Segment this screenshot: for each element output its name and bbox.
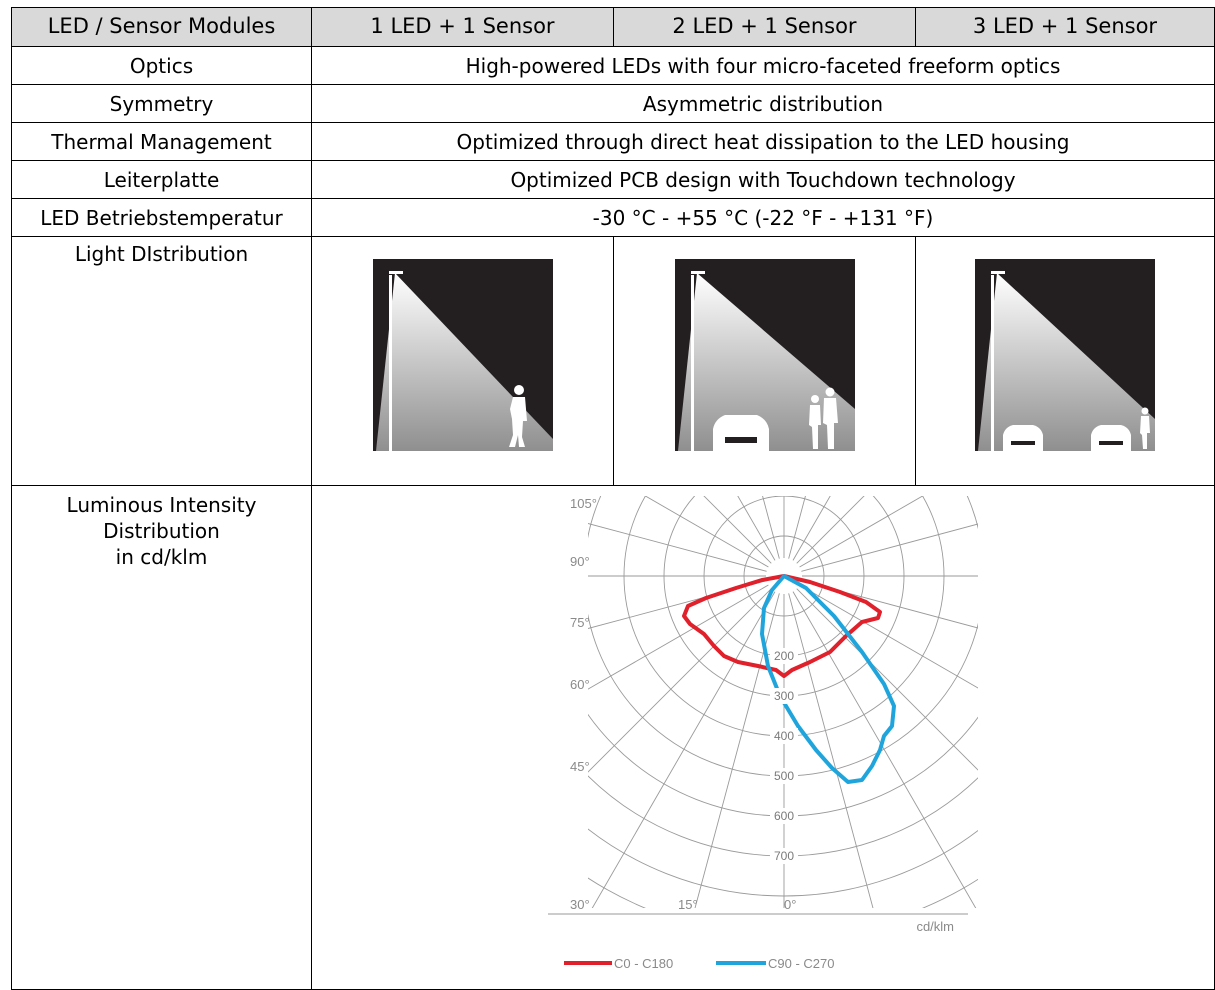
- row-value-optics: High-powered LEDs with four micro-facete…: [311, 46, 1215, 85]
- angle-tick-label: 30°: [570, 897, 590, 912]
- header-row: LED / Sensor Modules 1 LED + 1 Sensor 2 …: [11, 7, 1215, 47]
- unit-label: cd/klm: [916, 919, 954, 934]
- polar-spoke: [588, 580, 767, 629]
- angle-tick-label: 0°: [784, 897, 796, 912]
- table-row: LED Betriebstemperatur -30 °C - +55 °C (…: [11, 198, 1215, 237]
- radial-tick-label: 300: [774, 689, 794, 703]
- radial-tick-bg: [770, 688, 798, 704]
- label-line: Luminous Intensity: [66, 493, 257, 517]
- polar-spoke: [591, 591, 776, 908]
- polar-diagram: 200 300 400 500 600 700 105° 90° 75° 60° 45° 30° 15°…: [548, 496, 978, 976]
- row-value-symmetry: Asymmetric distribution: [311, 84, 1215, 123]
- header-cell-3led: 3 LED + 1 Sensor: [915, 7, 1215, 47]
- polar-spoke: [588, 523, 767, 572]
- streetlight-2-image: [674, 259, 855, 451]
- angle-tick-label: 15°: [678, 897, 698, 912]
- polar-spoke: [588, 588, 772, 773]
- radial-tick-bg: [770, 728, 798, 744]
- streetlight-3-image: [975, 259, 1155, 451]
- polar-spoke: [703, 496, 772, 564]
- table-row: Luminous Intensity Distribution in cd/kl…: [11, 485, 1215, 990]
- row-value-thermal: Optimized through direct heat dissipatio…: [311, 122, 1215, 161]
- header-cell-1led: 1 LED + 1 Sensor: [311, 7, 614, 47]
- row-label-optics: Optics: [11, 46, 312, 85]
- row-value-pcb: Optimized PCB design with Touchdown tech…: [311, 160, 1215, 199]
- angle-tick-label: 90°: [570, 554, 590, 569]
- polar-labels: 200 300 400 500 600 700 105° 90° 75° 60° 45° 30° 15°…: [570, 496, 798, 912]
- polar-ring: [588, 828, 978, 897]
- polar-spoke: [737, 496, 776, 561]
- series-c90-c270: [760, 574, 896, 784]
- angle-tick-label: 75°: [570, 615, 590, 630]
- streetlight-1-image: [372, 259, 553, 451]
- table-row: Thermal Management Optimized through dir…: [11, 122, 1215, 161]
- polar-ring: [548, 496, 978, 976]
- header-cell-2led: 2 LED + 1 Sensor: [613, 7, 916, 47]
- radial-tick-label: 600: [774, 809, 794, 823]
- row-label-light-distribution: Light DIstribution: [11, 236, 312, 486]
- polar-spoke: [799, 496, 924, 568]
- pedestrians-icon: [808, 387, 838, 449]
- row-value-temperature: -30 °C - +55 °C (-22 °F - +131 °F): [311, 198, 1215, 237]
- angle-tick-label: 60°: [570, 677, 590, 692]
- car-icon: [712, 415, 769, 451]
- radial-tick-bg: [770, 848, 798, 864]
- radial-tick-label: 200: [774, 649, 794, 663]
- table-row: Symmetry Asymmetric distribution: [11, 84, 1215, 123]
- header-cell-modules: LED / Sensor Modules: [11, 7, 312, 47]
- polar-spoke: [792, 591, 977, 908]
- polar-spoke: [788, 593, 874, 908]
- label-line: in cd/klm: [115, 545, 208, 569]
- polar-spoke: [792, 496, 831, 561]
- label-line: Distribution: [103, 519, 220, 543]
- polar-ring: [588, 775, 978, 857]
- radial-tick-bg: [770, 808, 798, 824]
- legend-label-c0: C0 - C180: [614, 956, 673, 971]
- polar-grid: [548, 496, 978, 976]
- polar-spoke: [694, 593, 780, 908]
- light-distribution-2led: [613, 236, 916, 486]
- light-distribution-1led: [311, 236, 614, 486]
- car-icon: [1003, 425, 1131, 451]
- polar-series: [682, 574, 896, 784]
- radial-tick-bg: [770, 768, 798, 784]
- table-row: Light DIstribution: [11, 236, 1215, 486]
- radial-tick-bg: [770, 648, 798, 664]
- angle-tick-label: 45°: [570, 759, 590, 774]
- series-c0-c180: [682, 574, 882, 678]
- spec-table: LED / Sensor Modules 1 LED + 1 Sensor 2 …: [11, 7, 1215, 990]
- polar-ring: [588, 877, 978, 908]
- polar-spoke: [799, 584, 978, 689]
- row-label-luminous-intensity: Luminous Intensity Distribution in cd/kl…: [11, 485, 312, 990]
- light-distribution-3led: [915, 236, 1215, 486]
- polar-spoke: [762, 496, 780, 559]
- polar-spoke: [801, 523, 978, 572]
- polar-spoke: [796, 496, 865, 564]
- row-label-pcb: Leiterplatte: [11, 160, 312, 199]
- angle-tick-label: 105°: [570, 496, 597, 511]
- polar-spoke: [588, 584, 769, 690]
- table-row: Optics High-powered LEDs with four micro…: [11, 46, 1215, 85]
- luminous-intensity-chart-cell: 200 300 400 500 600 700 105° 90° 75° 60° 45° 30° 15°…: [311, 485, 1215, 990]
- polar-spoke: [644, 496, 769, 568]
- pedestrian-icon: [1140, 407, 1150, 449]
- row-label-thermal: Thermal Management: [11, 122, 312, 161]
- legend: C0 - C180 C90 - C270: [564, 956, 834, 971]
- legend-label-c90: C90 - C270: [768, 956, 834, 971]
- polar-spoke: [801, 580, 978, 629]
- radial-tick-label: 500: [774, 769, 794, 783]
- polar-spoke: [788, 496, 806, 559]
- table-row: Leiterplatte Optimized PCB design with T…: [11, 160, 1215, 199]
- radial-tick-label: 700: [774, 849, 794, 863]
- pedestrian-icon: [508, 385, 527, 447]
- row-label-temperature: LED Betriebstemperatur: [11, 198, 312, 237]
- radial-tick-label: 400: [774, 729, 794, 743]
- row-label-symmetry: Symmetry: [11, 84, 312, 123]
